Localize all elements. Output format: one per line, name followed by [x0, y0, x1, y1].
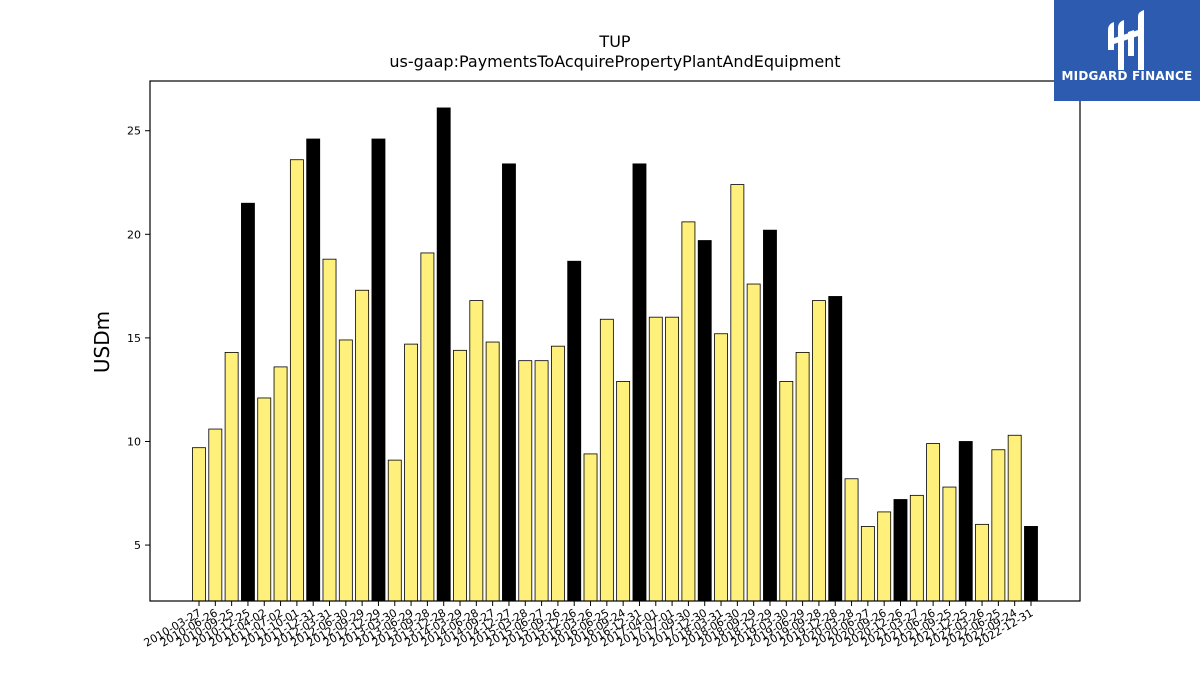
bar-2012-12-29: [371, 138, 386, 602]
bar-2021-12-25: [958, 441, 973, 602]
bar-2021-09-25: [942, 486, 957, 602]
bar-2020-09-26: [877, 511, 892, 602]
bar-2010-09-25: [224, 351, 239, 602]
bar-2018-03-31: [714, 333, 728, 602]
chart-subtitle: us-gaap:PaymentsToAcquirePropertyPlantAn…: [389, 52, 841, 71]
bar-2020-06-27: [860, 526, 875, 602]
bar-2013-12-28: [436, 107, 451, 602]
y-tick-label: 15: [127, 332, 141, 345]
midgard-finance-logo: MIDGARD FINANCE: [1054, 0, 1200, 101]
y-tick-label: 25: [127, 125, 141, 138]
logo-text: MIDGARD FINANCE: [1061, 69, 1193, 83]
bar-2015-03-28: [518, 360, 533, 602]
bar-2013-06-29: [404, 343, 418, 602]
bar-2022-06-25: [991, 449, 1006, 602]
bar-2010-06-26: [208, 428, 223, 602]
bar-2014-09-27: [485, 341, 500, 602]
bar-2022-12-31: [1024, 526, 1038, 602]
bar-2012-03-31: [322, 258, 337, 602]
bar-2020-03-28: [844, 478, 859, 602]
bar-2014-12-27: [502, 163, 516, 602]
bar-2015-12-26: [567, 260, 582, 602]
midgard-logo-icon: [1108, 10, 1144, 70]
plot-frame: [149, 80, 1081, 602]
bars-group: [192, 107, 1038, 602]
bar-2021-03-27: [909, 494, 924, 602]
bar-2015-06-27: [534, 360, 549, 602]
bar-2010-12-25: [241, 202, 255, 602]
y-tick-label: 20: [127, 228, 141, 241]
bar-2013-03-30: [387, 459, 402, 602]
bar-2012-06-30: [338, 339, 353, 602]
bar-2019-06-29: [795, 351, 810, 602]
bar-2021-06-26: [926, 443, 941, 602]
chart-title: TUP: [599, 32, 631, 51]
bar-2017-04-01: [648, 316, 663, 602]
bar-2019-09-28: [812, 300, 826, 602]
bar-2011-10-01: [289, 159, 304, 602]
y-tick-label: 10: [127, 435, 141, 448]
bar-2015-09-26: [550, 345, 565, 602]
bar-2014-06-28: [469, 300, 484, 602]
bar-2012-09-29: [355, 289, 370, 602]
bar-2018-12-29: [763, 229, 777, 602]
bar-2022-09-24: [1007, 434, 1022, 602]
bar-2019-03-30: [779, 380, 794, 602]
bar-2022-03-26: [975, 523, 989, 602]
bar-2018-09-29: [746, 283, 761, 602]
bar-2010-03-27: [192, 447, 206, 602]
bar-2020-12-26: [893, 499, 908, 602]
y-axis-label: USDm: [90, 311, 114, 373]
bar-2011-07-02: [273, 366, 288, 602]
chart-title-block: TUP us-gaap:PaymentsToAcquirePropertyPla…: [150, 32, 1080, 72]
bar-2017-12-30: [697, 240, 712, 602]
bar-2017-07-01: [665, 316, 680, 602]
bar-2016-03-26: [583, 453, 598, 602]
bar-2016-09-24: [616, 380, 631, 602]
bar-2016-12-31: [632, 163, 647, 602]
bar-2013-09-28: [420, 252, 435, 602]
x-axis: 2010-03-272010-06-262010-09-252010-12-25…: [142, 601, 1036, 650]
bar-2019-12-28: [828, 296, 843, 602]
bar-2014-03-29: [453, 349, 467, 602]
bar-2011-12-31: [306, 138, 321, 602]
bar-2018-06-30: [730, 184, 745, 602]
bar-2016-06-25: [599, 318, 614, 602]
bar-2017-09-30: [681, 221, 696, 602]
y-tick-label: 5: [134, 539, 141, 552]
y-axis: 5 10 15 20 25: [127, 125, 150, 552]
bar-2011-04-02: [257, 397, 272, 602]
